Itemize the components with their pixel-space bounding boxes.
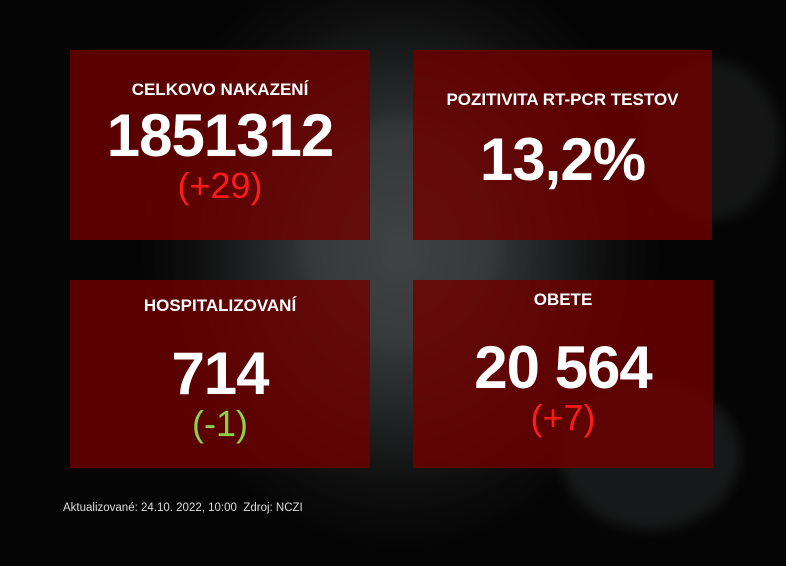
panel-title: POZITIVITA RT-PCR TESTOV (446, 90, 679, 109)
panel-positivity: POZITIVITA RT-PCR TESTOV 13,2% (413, 50, 712, 240)
panel-delta: (-1) (192, 403, 248, 444)
panel-value: 1851312 (106, 102, 335, 169)
panel-delta: (+7) (530, 397, 596, 438)
panel-title: OBETE (533, 290, 593, 309)
source-text: Zdroj: NCZI (243, 502, 303, 514)
panel-value: 13,2% (479, 126, 646, 193)
panel-value: 714 (171, 340, 269, 407)
panel-value: 20 564 (474, 334, 653, 401)
panel-title: CELKOVO NAKAZENÍ (131, 80, 309, 99)
panel-title: HOSPITALIZOVANÍ (143, 296, 297, 315)
panel-hospitalized: HOSPITALIZOVANÍ 714 (-1) (70, 280, 370, 468)
panel-delta: (+29) (177, 165, 263, 206)
panel-total-infected: CELKOVO NAKAZENÍ 1851312 (+29) (70, 50, 370, 240)
updated-text: Aktualizované: 24.10. 2022, 10:00 (63, 502, 237, 514)
footer: Aktualizované: 24.10. 2022, 10:00 Zdroj:… (63, 502, 303, 514)
panel-deaths: OBETE 20 564 (+7) (413, 280, 713, 468)
